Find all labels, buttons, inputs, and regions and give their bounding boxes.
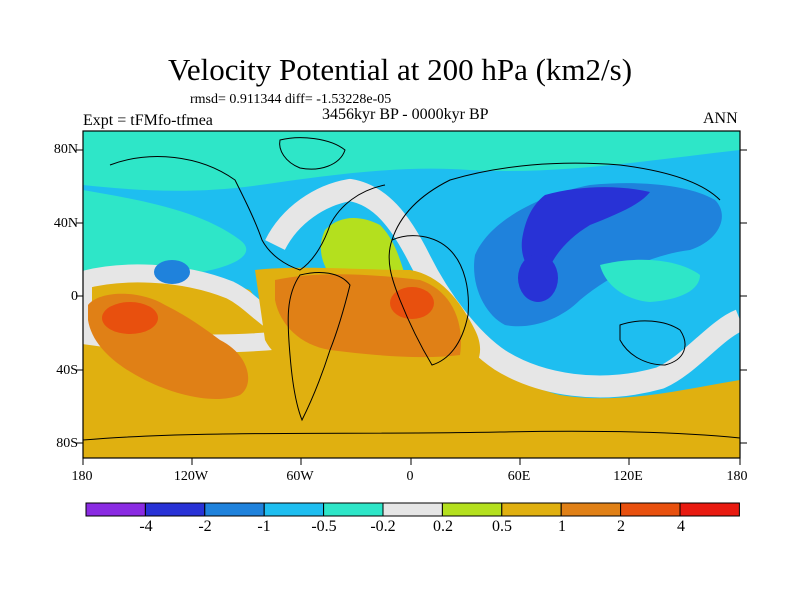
colorbar-swatch [85,502,146,517]
lon-tick-180w: 180 [71,469,93,484]
coastlines [83,137,740,441]
colorbar-swatch [323,502,384,517]
lat-tick-eq: 0 [71,289,78,304]
arctic-band [83,131,740,191]
stats-line: rmsd= 0.911344 diff= -1.53228e-05 [190,92,392,107]
colorbar-swatch [679,502,740,517]
colorbar-label: 1 [558,518,566,535]
colorbar [85,502,740,517]
lat-tick-40n: 40N [53,216,78,231]
colorbar-label: 4 [677,518,685,535]
west-pacific-weak-negative [600,259,700,302]
colorbar-label: -4 [139,518,153,535]
lon-tick-120w: 120W [173,469,209,484]
greenland-coast [279,137,346,170]
min-center-india [518,254,558,302]
colorbar-swatch [144,502,206,517]
colorbar-label: -0.2 [370,518,396,535]
colorbar-swatch [560,502,622,517]
colorbar-label: 2 [617,518,625,535]
season-label: ANN [703,110,738,127]
lon-tick-180e: 180 [726,469,748,484]
lon-tick-60e: 60E [507,469,531,484]
lon-tick-0: 0 [406,469,414,484]
colorbar-swatch [263,502,325,517]
lat-tick-80n: 80N [53,142,78,157]
asian-strong-negative [521,187,650,280]
lat-tick-40s: 40S [56,363,78,378]
velocity-potential-field [83,131,740,458]
max-center-africa [390,287,434,319]
lat-tick-80s: 80S [56,436,78,451]
north-pacific-negative [154,260,190,284]
experiment-label: Expt = tFMfo-tfmea [83,112,213,129]
lon-tick-120e: 120E [613,469,643,484]
north-america-coast [109,156,386,271]
colorbar-swatch [620,502,681,517]
antarctica-coast [83,430,740,441]
north-pacific-zone [83,190,247,278]
southern-positive-zone [83,325,740,458]
colorbar-label: 0.2 [433,518,453,535]
colorbar-label: -1 [257,518,271,535]
colorbar-swatch [204,502,265,517]
max-center-pacific [102,302,158,334]
colorbar-label: 0.5 [492,518,512,535]
period-label: 3456kyr BP - 0000kyr BP [322,106,489,123]
africa-coast [388,235,469,366]
tick-marks [76,149,747,465]
south-america-coast [287,272,351,422]
colorbar-swatch [501,502,562,517]
australia-coast [619,320,686,366]
lon-tick-60w: 60W [286,469,314,484]
colorbar-label: -0.5 [311,518,337,535]
colorbar-swatch [441,502,503,517]
eurasia-coast [391,162,721,241]
atlantic-weak-positive [320,218,405,275]
map-title: Velocity Potential at 200 hPa (km2/s) [167,52,633,87]
colorbar-swatch [382,502,443,517]
colorbar-label: -2 [198,518,212,535]
